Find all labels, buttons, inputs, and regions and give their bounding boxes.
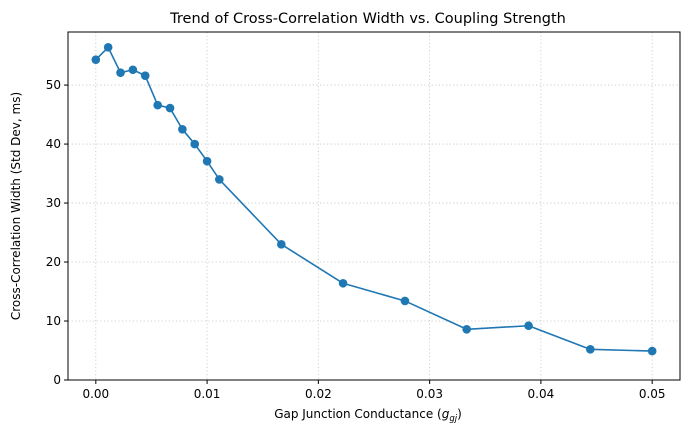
y-tick-label: 40 <box>46 137 61 151</box>
series-layer <box>91 43 657 356</box>
data-point <box>91 55 101 65</box>
x-tick-label: 0.03 <box>416 387 443 401</box>
chart-title: Trend of Cross-Correlation Width vs. Cou… <box>169 11 566 27</box>
y-tick-label: 20 <box>46 255 61 269</box>
x-axis-label-suffix: ) <box>457 407 462 421</box>
data-point <box>202 156 212 166</box>
data-point <box>400 296 410 306</box>
data-point <box>103 43 113 52</box>
data-point <box>178 125 187 134</box>
y-axis-label: Cross-Correlation Width (Std Dev, ms) <box>9 92 23 320</box>
x-tick-label: 0.00 <box>82 387 109 401</box>
x-tick-label: 0.02 <box>305 387 332 401</box>
grid-layer <box>68 32 680 381</box>
data-point <box>462 324 471 334</box>
y-tick-label: 30 <box>46 196 61 210</box>
x-tick-label: 0.04 <box>528 387 555 401</box>
x-axis-label: Gap Junction Conductance (ggj) <box>274 407 462 424</box>
data-point <box>153 100 162 110</box>
x-axis-label-prefix: Gap Junction Conductance ( <box>274 407 442 421</box>
y-tick-label: 50 <box>46 78 61 92</box>
data-point <box>215 175 224 184</box>
series-line <box>95 46 653 352</box>
data-point <box>116 68 125 77</box>
y-tick-label: 10 <box>46 314 61 328</box>
data-point <box>128 65 138 75</box>
data-point <box>647 346 657 356</box>
x-tick-label: 0.05 <box>639 387 666 401</box>
data-point <box>165 103 175 113</box>
data-point <box>140 71 150 80</box>
x-axis-label-subscript: gj <box>449 414 457 424</box>
data-point <box>190 139 200 149</box>
tick-layer: 0.00 0.01 0.02 0.03 0.04 0.05 0 10 20 30 40 50 <box>46 78 666 401</box>
x-axis-label-symbol: g <box>442 407 450 421</box>
plot-frame <box>67 31 681 381</box>
data-point <box>277 240 286 249</box>
x-tick-label: 0.01 <box>194 387 221 401</box>
y-tick-label: 0 <box>53 373 61 387</box>
data-point <box>586 345 595 354</box>
data-point <box>338 278 348 288</box>
data-point <box>524 321 533 331</box>
